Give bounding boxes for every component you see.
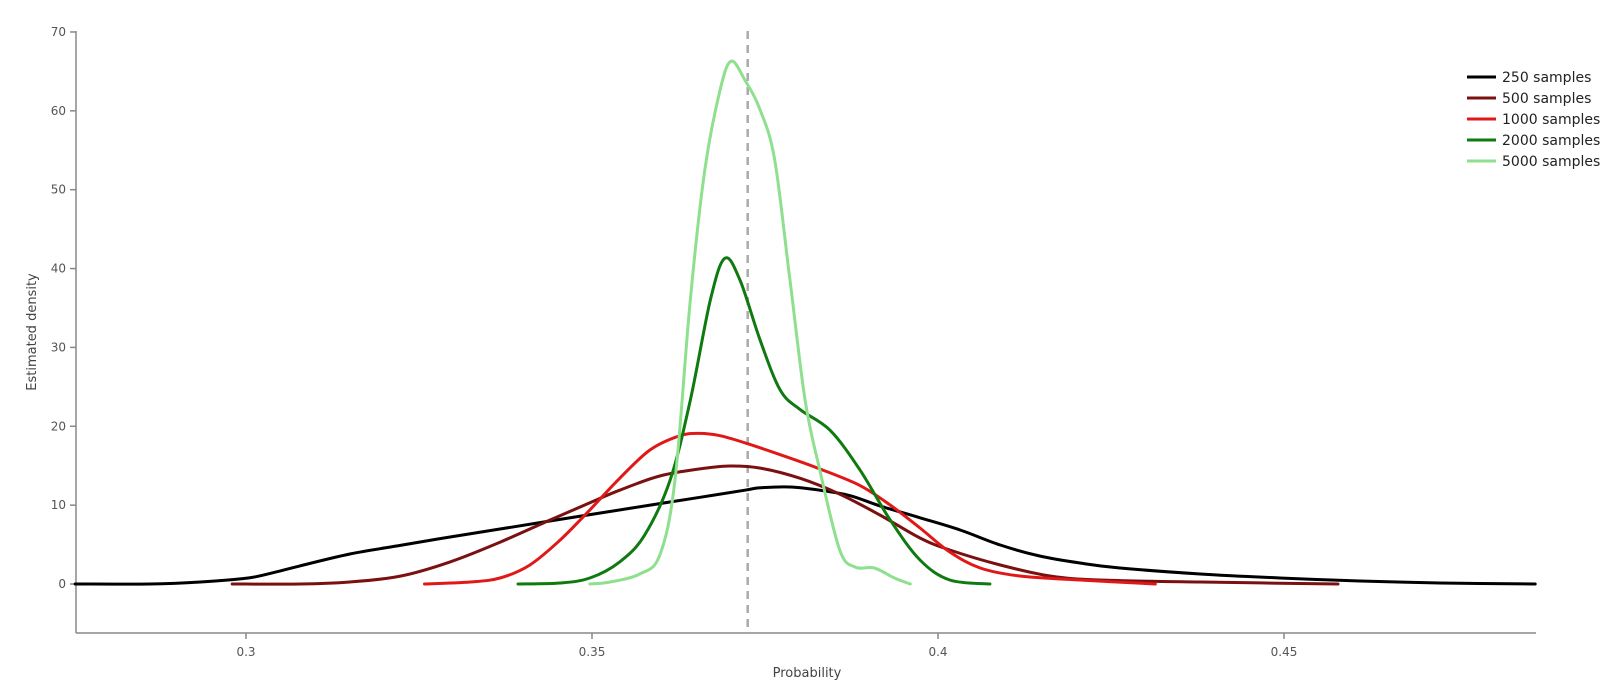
y-tick-label: 40 bbox=[51, 262, 66, 276]
legend-label: 5000 samples bbox=[1502, 154, 1600, 170]
y-tick-label: 30 bbox=[51, 340, 66, 354]
legend-item: 2000 samples bbox=[1467, 133, 1600, 149]
x-tick-label: 0.35 bbox=[579, 645, 606, 659]
y-tick-label: 20 bbox=[51, 419, 66, 433]
legend: 250 samples 500 samples 1000 samples 2000 s… bbox=[1467, 70, 1600, 170]
legend-label: 1000 samples bbox=[1502, 112, 1600, 128]
y-tick-label: 10 bbox=[51, 498, 66, 512]
density-curves bbox=[73, 59, 1537, 586]
y-tick-label: 60 bbox=[51, 104, 66, 118]
legend-item: 1000 samples bbox=[1467, 112, 1600, 128]
x-axis-ticks: 0.3 0.35 0.4 0.45 bbox=[236, 633, 1297, 659]
legend-item: 250 samples bbox=[1467, 70, 1591, 86]
density-curve-250-samples bbox=[73, 485, 1537, 586]
density-curve-500-samples bbox=[230, 464, 1340, 586]
y-tick-label: 70 bbox=[51, 25, 66, 39]
x-tick-label: 0.3 bbox=[236, 645, 255, 659]
y-axis-ticks: 0 10 20 30 40 50 60 70 bbox=[51, 25, 76, 591]
density-curve-2000-samples bbox=[516, 256, 992, 586]
y-tick-label: 0 bbox=[58, 577, 66, 591]
density-curve-1000-samples bbox=[423, 431, 1157, 586]
legend-label: 500 samples bbox=[1502, 91, 1591, 107]
y-axis: 0 10 20 30 40 50 60 70 Estimated density bbox=[25, 25, 77, 633]
legend-label: 2000 samples bbox=[1502, 133, 1600, 149]
legend-item: 500 samples bbox=[1467, 91, 1591, 107]
y-axis-title: Estimated density bbox=[25, 273, 40, 391]
x-tick-label: 0.4 bbox=[928, 645, 947, 659]
legend-item: 5000 samples bbox=[1467, 154, 1600, 170]
legend-label: 250 samples bbox=[1502, 70, 1591, 86]
x-axis: 0.3 0.35 0.4 0.45 Probability bbox=[76, 632, 1536, 681]
x-tick-label: 0.45 bbox=[1271, 645, 1298, 659]
x-axis-title: Probability bbox=[773, 666, 842, 681]
density-curve-5000-samples bbox=[588, 59, 912, 586]
y-tick-label: 50 bbox=[51, 183, 66, 197]
